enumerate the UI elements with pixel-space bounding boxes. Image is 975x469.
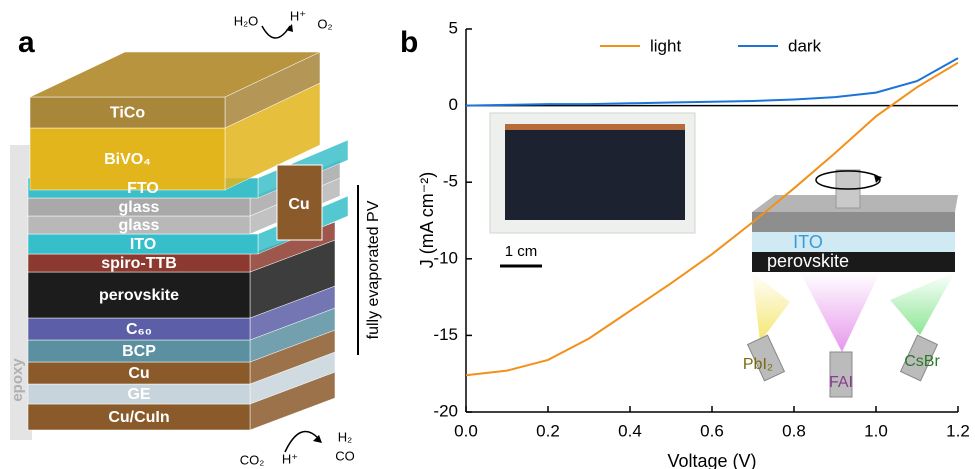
reaction-species: H⁺ bbox=[282, 451, 298, 466]
layer-label: glass bbox=[119, 217, 160, 234]
reaction-species: H₂O bbox=[234, 13, 259, 28]
epoxy-label: epoxy bbox=[9, 358, 26, 402]
reaction-species: O₂ bbox=[317, 16, 332, 31]
beam bbox=[752, 272, 790, 342]
contact-label: Cu bbox=[288, 196, 309, 213]
source bbox=[746, 334, 786, 382]
layer-label: BCP bbox=[122, 343, 156, 360]
layer-label: ITO bbox=[130, 236, 156, 253]
panel-label: b bbox=[400, 26, 418, 59]
source-label: PbI₂ bbox=[743, 356, 773, 373]
layer-label: perovskite bbox=[767, 251, 849, 271]
layer-label: spiro-TTB bbox=[101, 255, 177, 272]
x-tick-label: 0.0 bbox=[454, 421, 478, 440]
x-axis-label: Voltage (V) bbox=[667, 451, 756, 469]
y-tick-label: 5 bbox=[449, 18, 458, 37]
beam bbox=[800, 272, 880, 352]
layer-front bbox=[27, 271, 251, 319]
layer-label: glass bbox=[119, 199, 160, 216]
y-tick-label: -20 bbox=[433, 401, 458, 420]
y-tick-label: -5 bbox=[443, 172, 458, 191]
arrow-head bbox=[286, 24, 293, 32]
x-tick-label: 0.2 bbox=[536, 421, 560, 440]
slab-layer bbox=[752, 212, 955, 232]
layer-label: Cu bbox=[128, 365, 149, 382]
y-axis-label: J (mA cm⁻²) bbox=[417, 172, 437, 269]
beam bbox=[890, 272, 955, 335]
inset-photo: 1 cm bbox=[489, 112, 696, 268]
scale-label: 1 cm bbox=[505, 243, 538, 260]
epoxy-wall bbox=[10, 145, 32, 440]
arrow-head bbox=[874, 175, 882, 183]
rotation-arrow bbox=[815, 170, 881, 190]
reaction-species: H⁺ bbox=[290, 8, 306, 23]
layer-front bbox=[29, 96, 226, 129]
layer-label: BiVO₄ bbox=[104, 151, 151, 168]
layer-label: ITO bbox=[793, 232, 823, 252]
legend-label: light bbox=[650, 36, 681, 55]
layer-label: Cu/CuIn bbox=[108, 409, 169, 426]
source-label: CsBr bbox=[904, 353, 940, 370]
source bbox=[829, 351, 853, 398]
panel-label: a bbox=[18, 26, 35, 59]
source bbox=[899, 334, 939, 382]
layer-front bbox=[29, 127, 226, 191]
inset-schematic: ITO perovskite PbI₂ FAI CsBr bbox=[743, 169, 958, 398]
reaction-arrow bbox=[261, 25, 291, 39]
contact bbox=[276, 164, 323, 241]
slab-layer bbox=[752, 232, 955, 252]
layer-label: TiCo bbox=[110, 105, 145, 122]
source-label: FAI bbox=[829, 374, 853, 391]
x-tick-label: 0.8 bbox=[782, 421, 806, 440]
layer-label: perovskite bbox=[99, 287, 179, 304]
reaction-species: CO₂ bbox=[240, 452, 265, 467]
bracket-label: fully evaporated PV bbox=[365, 200, 382, 339]
y-tick-label: -15 bbox=[433, 325, 458, 344]
slab-layer bbox=[752, 252, 955, 272]
reaction-arrow bbox=[284, 430, 319, 453]
line-series bbox=[465, 61, 959, 377]
x-tick-label: 1.0 bbox=[864, 421, 888, 440]
layer-label: C₆₀ bbox=[126, 321, 152, 338]
reaction-species: H₂ bbox=[338, 429, 352, 444]
reaction-species: CO bbox=[335, 448, 355, 463]
x-tick-label: 0.6 bbox=[700, 421, 724, 440]
layer-front bbox=[27, 403, 251, 431]
layer-label: FTO bbox=[127, 180, 159, 197]
x-tick-label: 1.2 bbox=[946, 421, 970, 440]
layer-label: GE bbox=[127, 386, 150, 403]
arrow-head bbox=[313, 435, 322, 443]
y-tick-label: -10 bbox=[433, 248, 458, 267]
line-series bbox=[465, 57, 959, 107]
photo-edge bbox=[505, 124, 685, 132]
photo-cell bbox=[505, 130, 685, 220]
x-tick-label: 0.4 bbox=[618, 421, 642, 440]
layer-top bbox=[29, 51, 321, 98]
y-tick-label: 0 bbox=[449, 95, 458, 114]
legend-label: dark bbox=[788, 36, 822, 55]
